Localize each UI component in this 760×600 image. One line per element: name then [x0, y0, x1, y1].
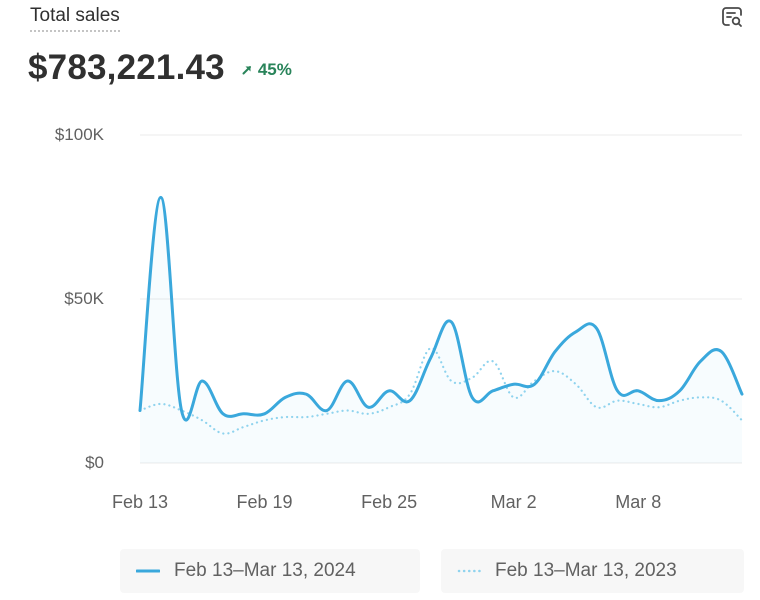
y-tick-label: $100K: [54, 125, 104, 144]
series-line-previous: [138, 347, 744, 435]
legend-label-current: Feb 13–Mar 13, 2024: [174, 560, 356, 581]
x-tick-label: Mar 8: [615, 492, 662, 512]
legend-label-previous: Feb 13–Mar 13, 2023: [495, 560, 677, 581]
series-line-current: [138, 195, 744, 422]
arrow-up-right-icon: [242, 66, 251, 75]
change-badge: 45%: [241, 60, 292, 80]
total-sales-value: $783,221.43: [28, 48, 225, 87]
x-tick-label: Feb 13: [111, 492, 169, 512]
solid-line-swatch: [136, 569, 160, 573]
chart-explore-icon: [722, 7, 742, 27]
legend-item-previous[interactable]: Feb 13–Mar 13, 2023: [441, 549, 744, 593]
x-tick-label: Mar 2: [490, 492, 537, 512]
x-tick-label: Feb 25: [361, 492, 418, 512]
dotted-line-swatch: [457, 569, 481, 573]
change-percent: 45%: [257, 60, 292, 79]
total-value-row: $783,221.43 45%: [28, 48, 292, 88]
explore-report-button[interactable]: [716, 2, 748, 32]
y-tick-label: $50K: [64, 289, 104, 308]
x-tick-label: Feb 19: [236, 492, 293, 512]
legend-item-current[interactable]: Feb 13–Mar 13, 2024: [120, 549, 420, 593]
card-title[interactable]: Total sales: [30, 5, 120, 32]
y-tick-label: $0: [85, 453, 104, 472]
